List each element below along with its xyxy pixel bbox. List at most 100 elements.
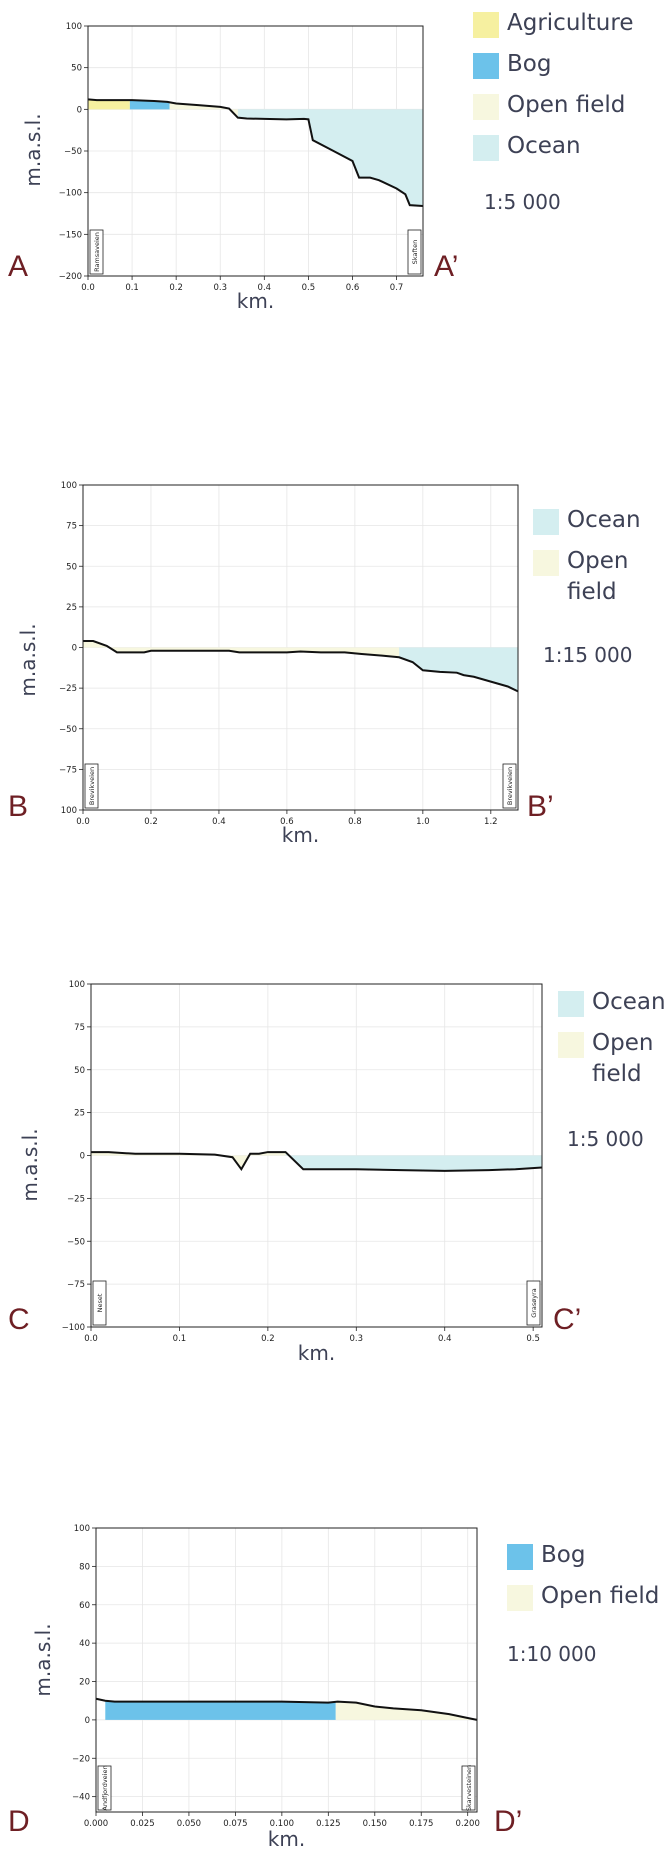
start-point-label: Neset — [96, 1293, 104, 1312]
terrain-profile-line — [95, 1697, 478, 1721]
y-tick-label: 60 — [79, 1601, 90, 1611]
x-tick-label: 0.0 — [81, 283, 95, 293]
x-tick-label: 0.050 — [177, 1819, 201, 1829]
legend-b: Ocean Open field — [533, 505, 641, 618]
legend-d: Bog Open field — [507, 1540, 659, 1622]
legend-label: Ocean — [567, 507, 641, 533]
legend-item: Ocean — [473, 131, 634, 162]
legend-swatch — [507, 1585, 533, 1611]
x-axis-label: km. — [282, 823, 319, 847]
y-tick-label: 50 — [66, 562, 77, 572]
legend-item: Open field — [507, 1581, 659, 1612]
y-tick-label: −100 — [62, 1323, 85, 1333]
panel-a: 0.0 0.1 0.2 0.3 0.4 0.5 0.6 0.7 100 50 0 −50 −100 −15… — [0, 0, 671, 320]
legend-label: Ocean — [592, 989, 666, 1015]
x-tick-label: 0.075 — [223, 1819, 247, 1829]
x-axis-label: km. — [268, 1827, 305, 1851]
x-tick-label: 0.125 — [316, 1819, 340, 1829]
panel-b: 0.0 0.2 0.4 0.6 0.8 1.0 1.2 100 75 50 25 0 −25 −50 −75… — [0, 460, 671, 860]
legend-item: Open field — [558, 1028, 666, 1090]
zone-ocean — [237, 109, 423, 206]
legend-swatch — [473, 12, 499, 38]
legend-swatch — [533, 550, 559, 576]
legend-label: Open field — [567, 548, 629, 605]
y-tick-label: −200 — [59, 272, 82, 282]
corner-label-b-prime: B’ — [527, 790, 554, 823]
y-axis-label: m.a.s.l. — [31, 1623, 55, 1696]
corner-label-d: D — [8, 1805, 30, 1838]
legend-item: Ocean — [533, 505, 641, 536]
zone-open-field — [83, 641, 400, 658]
x-tick-label: 0.5 — [302, 283, 316, 293]
x-tick-label: 0.025 — [130, 1819, 154, 1829]
legend-item: Agriculture — [473, 8, 634, 39]
x-tick-label: 0.7 — [390, 283, 404, 293]
y-tick-label: 100 — [61, 806, 77, 816]
legend-swatch — [473, 94, 499, 120]
y-tick-label: 40 — [79, 1639, 90, 1649]
x-tick-label: 0.3 — [350, 1334, 364, 1344]
x-tick-label: 0.5 — [526, 1334, 540, 1344]
legend-swatch — [558, 991, 584, 1017]
start-point-label: Andfjordveien — [101, 1765, 109, 1810]
legend-label: Open field — [541, 1583, 660, 1609]
zone-ocean — [285, 1152, 542, 1171]
x-tick-label: 0.175 — [409, 1819, 433, 1829]
y-axis-label: m.a.s.l. — [18, 1128, 42, 1201]
scale-label-b: 1:15 000 — [543, 643, 633, 667]
x-tick-label: 1.0 — [416, 817, 430, 827]
x-axis-label: km. — [298, 1341, 335, 1365]
y-tick-label: 20 — [79, 1678, 90, 1688]
legend-item: Open field — [533, 546, 641, 608]
zone-open-field — [335, 1701, 477, 1720]
chart-a: 0.0 0.1 0.2 0.3 0.4 0.5 0.6 0.7 100 50 0 −50 −100 −15… — [21, 22, 424, 313]
legend-label: Open field — [507, 92, 626, 118]
zone-bog — [105, 1700, 336, 1720]
y-tick-label: −40 — [72, 1793, 90, 1803]
y-tick-label: −25 — [59, 684, 77, 694]
end-point-label: Grasøyra — [530, 1288, 538, 1318]
zone-open-field — [91, 1152, 286, 1170]
legend-label: Ocean — [507, 133, 581, 159]
x-tick-label: 0.1 — [125, 283, 139, 293]
legend-label: Bog — [507, 51, 552, 77]
legend-item: Bog — [507, 1540, 659, 1571]
legend-swatch — [533, 509, 559, 535]
corner-label-a: A — [8, 250, 29, 283]
terrain-profile-line — [87, 98, 424, 207]
y-tick-label: 50 — [74, 1066, 85, 1076]
start-point-label: Brevikveien — [88, 767, 96, 805]
scale-label-c: 1:5 000 — [567, 1127, 644, 1151]
x-tick-label: 0.150 — [363, 1819, 387, 1829]
y-tick-label: −50 — [59, 725, 77, 735]
x-tick-label: 0.0 — [76, 817, 90, 827]
y-tick-label: 100 — [66, 22, 82, 32]
y-tick-label: 75 — [66, 522, 77, 532]
panel-c: 0.0 0.1 0.2 0.3 0.4 0.5 100 75 50 25 0 −25 −50 −75 −10… — [0, 955, 671, 1365]
chart-b: 0.0 0.2 0.4 0.6 0.8 1.0 1.2 100 75 50 25 0 −25 −50 −75… — [16, 481, 519, 847]
x-tick-label: 0.4 — [258, 283, 272, 293]
end-point-label: Skarvesteinen — [465, 1765, 473, 1811]
x-axis-label: km. — [237, 289, 274, 313]
legend-swatch — [473, 53, 499, 79]
legend-label: Agriculture — [507, 10, 634, 36]
start-point-label-box — [89, 229, 104, 275]
y-tick-label: 100 — [74, 1524, 90, 1534]
y-tick-label: 100 — [61, 481, 77, 491]
start-point-label-box — [92, 1280, 107, 1326]
y-tick-label: −75 — [67, 1280, 85, 1290]
x-tick-label: 0.8 — [348, 817, 362, 827]
x-tick-label: 0.200 — [456, 1819, 480, 1829]
y-tick-label: 0 — [85, 1716, 90, 1726]
terrain-profile-line — [91, 1151, 543, 1172]
y-tick-label: −50 — [64, 147, 82, 157]
corner-label-a-prime: A’ — [434, 250, 459, 283]
chart-d: 0.000 0.025 0.050 0.075 0.100 0.125 0.150 0.175… — [31, 1524, 480, 1851]
zone-open-field — [169, 102, 238, 118]
x-tick-label: 1.2 — [484, 817, 498, 827]
legend-swatch — [507, 1544, 533, 1570]
panel-d: 0.000 0.025 0.050 0.075 0.100 0.125 0.150 0.175… — [0, 1510, 671, 1856]
x-tick-label: 0.000 — [84, 1819, 108, 1829]
y-tick-label: 75 — [74, 1023, 85, 1033]
zone-agriculture — [88, 99, 130, 110]
